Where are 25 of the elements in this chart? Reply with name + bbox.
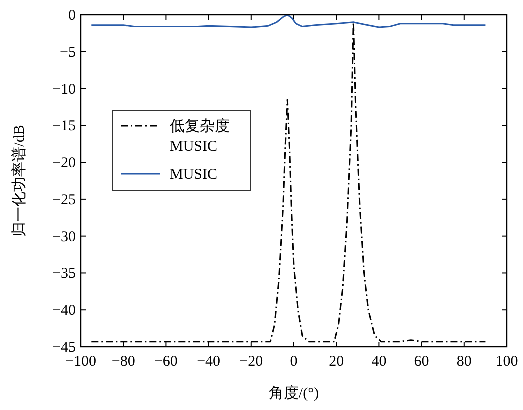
x-tick-label: 60 [414,354,430,370]
x-tick-label: −60 [154,354,178,370]
y-tick-label: −25 [52,192,76,208]
x-tick-label: −100 [66,354,96,370]
y-tick-label: −20 [52,156,76,172]
y-axis-title: 归一化功率谱/dB [11,125,28,237]
x-tick-label: −20 [240,354,264,370]
y-tick-label: 0 [68,8,76,24]
y-tick-label: −10 [52,82,76,98]
y-tick-label: −30 [52,229,76,246]
y-tick-label: −35 [52,266,76,282]
x-tick-label: 20 [329,354,344,370]
y-tick-label: −45 [52,340,76,356]
legend-label: 低复杂度MUSIC [170,118,230,155]
x-tick-label: −80 [112,354,136,370]
x-tick-label: 0 [290,354,298,370]
x-axis-title: 角度/(°) [268,385,320,402]
y-tick-label: −40 [52,303,76,320]
x-tick-label: 100 [496,354,518,370]
y-tick-label: −5 [60,44,76,61]
x-tick-label: −40 [197,354,221,370]
legend-label: MUSIC [170,167,218,183]
y-tick-label: −15 [52,118,76,135]
x-tick-label: 40 [372,354,387,370]
x-tick-label: 80 [456,354,472,370]
